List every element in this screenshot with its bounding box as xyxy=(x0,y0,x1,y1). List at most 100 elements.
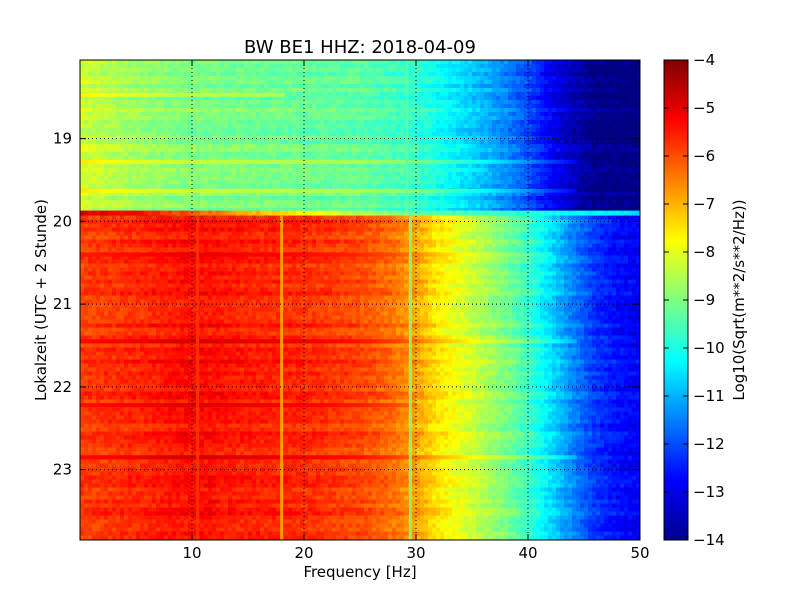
heatmap-cell xyxy=(612,196,617,201)
heatmap-cell xyxy=(420,124,425,129)
heatmap-cell xyxy=(356,96,361,101)
heatmap-cell xyxy=(284,104,289,109)
heatmap-cell xyxy=(588,160,593,165)
heatmap-cell xyxy=(272,184,277,189)
heatmap-cell xyxy=(200,96,205,101)
heatmap-cell xyxy=(480,80,485,85)
heatmap-cell xyxy=(232,112,237,117)
heatmap-cell xyxy=(332,192,337,197)
heatmap-cell xyxy=(116,108,121,113)
heatmap-cell xyxy=(180,112,185,117)
heatmap-cell xyxy=(176,140,181,145)
heatmap-cell xyxy=(440,200,445,205)
heatmap-cell xyxy=(168,180,173,185)
heatmap-cell xyxy=(332,136,337,141)
heatmap-cell xyxy=(616,68,621,73)
heatmap-cell xyxy=(120,140,125,145)
heatmap-cell xyxy=(88,144,93,149)
heatmap-cell xyxy=(380,136,385,141)
heatmap-cell xyxy=(272,68,277,73)
heatmap-cell xyxy=(584,152,589,157)
heatmap-cell xyxy=(360,68,365,73)
heatmap-cell xyxy=(128,96,133,101)
heatmap-cell xyxy=(596,164,601,169)
heatmap-cell xyxy=(552,136,557,141)
heatmap-cell xyxy=(168,136,173,141)
heatmap-cell xyxy=(296,80,301,85)
heatmap-cell xyxy=(604,88,609,93)
heatmap-cell xyxy=(244,144,249,149)
heatmap-cell xyxy=(624,88,629,93)
heatmap-cell xyxy=(596,68,601,73)
heatmap-cell xyxy=(440,156,445,161)
heatmap-cell xyxy=(300,176,305,181)
heatmap-cell xyxy=(260,132,265,137)
heatmap-cell xyxy=(108,88,113,93)
heatmap-cell xyxy=(96,184,101,189)
heatmap-cell xyxy=(420,192,425,197)
heatmap-cell xyxy=(300,184,305,189)
heatmap-cell xyxy=(208,156,213,161)
heatmap-cell xyxy=(228,168,233,173)
heatmap-cell xyxy=(576,68,581,73)
heatmap-cell xyxy=(344,128,349,133)
heatmap-cell xyxy=(96,64,101,69)
heatmap-cell xyxy=(464,176,469,181)
heatmap-cell xyxy=(116,156,121,161)
heatmap-cell xyxy=(468,88,473,93)
heatmap-cell xyxy=(604,164,609,169)
heatmap-cell xyxy=(288,64,293,69)
heatmap-cell xyxy=(516,108,521,113)
heatmap-cell xyxy=(344,136,349,141)
heatmap-cell xyxy=(312,192,317,197)
heatmap-cell xyxy=(468,136,473,141)
heatmap-cell xyxy=(572,128,577,133)
heatmap-cell xyxy=(160,112,165,117)
heatmap-cell xyxy=(136,80,141,85)
heatmap-cell xyxy=(92,168,97,173)
heatmap-cell xyxy=(92,164,97,169)
heatmap-cell xyxy=(316,116,321,121)
heatmap-cell xyxy=(412,192,417,197)
heatmap-cell xyxy=(200,148,205,153)
heatmap-cell xyxy=(400,172,405,177)
heatmap-cell xyxy=(472,196,477,201)
heatmap-cell xyxy=(428,144,433,149)
heatmap-cell xyxy=(628,196,633,201)
heatmap-cell xyxy=(264,76,269,81)
heatmap-cell xyxy=(100,180,105,185)
heatmap-cell xyxy=(368,84,373,89)
heatmap-cell xyxy=(344,104,349,109)
heatmap-cell xyxy=(80,72,85,77)
heatmap-cell xyxy=(504,108,509,113)
heatmap-cell xyxy=(160,88,165,93)
heatmap-cell xyxy=(600,168,605,173)
heatmap-cell xyxy=(216,88,221,93)
heatmap-cell xyxy=(372,192,377,197)
heatmap-cell xyxy=(152,148,157,153)
heatmap-cell xyxy=(488,136,493,141)
heatmap-cell xyxy=(216,60,221,65)
heatmap-cell xyxy=(220,100,225,105)
heatmap-cell xyxy=(528,96,533,101)
heatmap-cell xyxy=(600,188,605,193)
heatmap-cell xyxy=(616,184,621,189)
heatmap-cell xyxy=(524,108,529,113)
heatmap-cell xyxy=(320,80,325,85)
heatmap-cell xyxy=(572,68,577,73)
heatmap-cell xyxy=(360,136,365,141)
heatmap-cell xyxy=(232,200,237,205)
heatmap-cell xyxy=(96,192,101,197)
heatmap-cell xyxy=(392,180,397,185)
heatmap-cell xyxy=(604,136,609,141)
heatmap-cell xyxy=(448,192,453,197)
heatmap-cell xyxy=(120,180,125,185)
heatmap-cell xyxy=(356,132,361,137)
heatmap-cell xyxy=(476,152,481,157)
heatmap-cell xyxy=(248,136,253,141)
heatmap-cell xyxy=(120,152,125,157)
heatmap-cell xyxy=(616,188,621,193)
heatmap-cell xyxy=(132,72,137,77)
heatmap-cell xyxy=(548,68,553,73)
heatmap-cell xyxy=(176,120,181,125)
